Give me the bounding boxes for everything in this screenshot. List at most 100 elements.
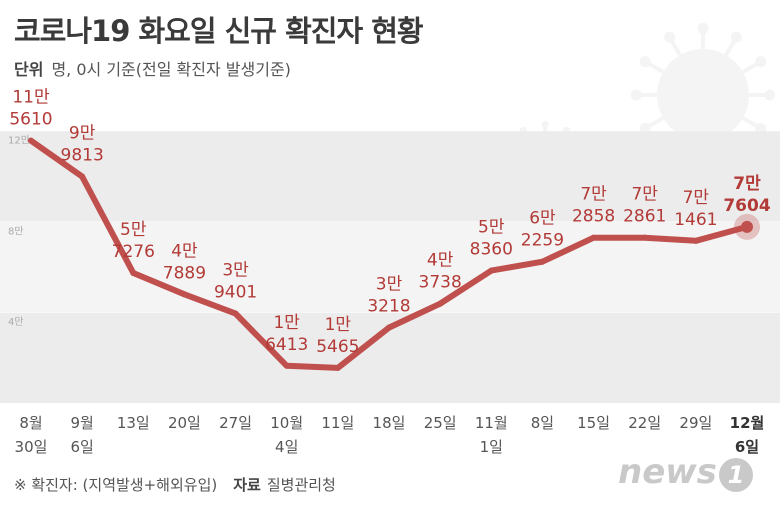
data-label-man: 9만	[69, 124, 96, 144]
x-tick-label: 8일	[531, 414, 554, 432]
y-tick-label: 8만	[8, 225, 24, 237]
data-label-man: 3만	[376, 275, 403, 295]
data-label-rest: 3738	[419, 273, 462, 293]
data-label-rest: 2858	[572, 207, 615, 227]
data-label-man: 11만	[12, 88, 50, 108]
x-tick-label: 13일	[117, 414, 150, 432]
x-tick-label: 12월	[730, 414, 765, 432]
data-label-man: 7만	[580, 185, 607, 205]
news1-logo: news 1	[618, 452, 753, 492]
data-point	[283, 362, 290, 369]
data-label-rest: 3218	[367, 297, 410, 317]
grid-band	[0, 131, 780, 222]
x-tick-label: 8월	[19, 414, 42, 432]
data-label-man: 1만	[325, 315, 352, 335]
x-tick-label: 4일	[275, 438, 298, 456]
x-tick-label: 15일	[577, 414, 610, 432]
data-label-rest: 2861	[623, 207, 666, 227]
grid-bands	[0, 131, 780, 403]
data-label-man: 4만	[427, 251, 454, 271]
data-point	[488, 267, 495, 274]
data-label-rest: 5465	[316, 337, 359, 357]
data-label-man: 7만	[733, 174, 761, 194]
source-label: 자료	[233, 476, 261, 494]
x-tick-label: 10월	[270, 414, 303, 432]
x-tick-label: 6일	[735, 438, 759, 456]
data-point	[741, 220, 753, 233]
x-tick-label: 6일	[70, 438, 93, 456]
data-label-man: 5만	[478, 218, 505, 238]
data-label-man: 4만	[171, 241, 198, 261]
x-axis: 8월 30일 9월 6일 13일 20일 27일 10월 4일 11일 18일 25일 11월 1일 8일 1…	[15, 414, 765, 456]
data-label-rest: 7276	[112, 242, 155, 262]
x-tick-label: 11일	[321, 414, 354, 432]
data-label-man: 1만	[273, 313, 300, 333]
data-point	[130, 270, 137, 277]
logo-text: news	[618, 452, 717, 492]
data-point	[437, 300, 444, 307]
data-point	[539, 258, 546, 265]
y-tick-label: 4만	[8, 316, 24, 328]
data-label-rest: 1461	[674, 210, 717, 230]
footer: ※ 확진자: (지역발생+해외유입) 자료 질병관리청	[14, 474, 336, 495]
data-label-rest: 8360	[470, 240, 513, 260]
logo-mark: 1	[718, 458, 753, 492]
data-label-rest: 9813	[61, 146, 104, 166]
x-tick-label: 25일	[424, 414, 457, 432]
x-tick-label: 29일	[679, 414, 712, 432]
data-label-man: 7만	[631, 185, 658, 205]
y-axis-ticks: 4만 8만 12만	[8, 135, 30, 329]
x-tick-label: 30일	[15, 438, 48, 456]
data-label-rest: 5610	[9, 110, 52, 130]
series-line-group	[28, 137, 760, 371]
source-name: 질병관리청	[266, 476, 336, 494]
unit-row: 단위 명, 0시 기준(전일 확진자 발생기준)	[14, 56, 291, 80]
data-point	[181, 291, 188, 298]
data-label-man: 6만	[529, 209, 556, 229]
x-tick-label: 22일	[628, 414, 661, 432]
x-tick-label: 20일	[168, 414, 201, 432]
footer-note: ※ 확진자: (지역발생+해외유입)	[14, 476, 218, 494]
data-point	[334, 364, 341, 371]
unit-label: 단위	[14, 60, 44, 79]
x-tick-label: 9월	[70, 414, 93, 432]
data-label-rest: 7889	[163, 263, 206, 283]
data-label-rest: 9401	[214, 283, 257, 303]
chart-title: 코로나19 화요일 신규 확진자 현황	[14, 14, 424, 48]
data-label-rest: 6413	[265, 335, 308, 355]
data-point	[79, 173, 86, 180]
data-point	[232, 310, 239, 317]
data-point	[590, 234, 597, 241]
x-tick-label: 1일	[480, 438, 503, 456]
data-label-man: 5만	[120, 220, 147, 240]
x-tick-label: 11월	[475, 414, 508, 432]
data-label-rest: 7604	[723, 196, 770, 216]
y-tick-label: 12만	[8, 135, 30, 147]
data-point	[28, 137, 34, 144]
data-label-man: 7만	[683, 188, 710, 208]
x-tick-label: 27일	[219, 414, 252, 432]
data-point	[386, 324, 392, 331]
data-label-rest: 2259	[521, 231, 564, 251]
data-point	[641, 234, 648, 241]
data-label-man: 3만	[222, 261, 249, 281]
x-tick-label: 18일	[373, 414, 406, 432]
unit-text: 명, 0시 기준(전일 확진자 발생기준)	[51, 60, 291, 79]
